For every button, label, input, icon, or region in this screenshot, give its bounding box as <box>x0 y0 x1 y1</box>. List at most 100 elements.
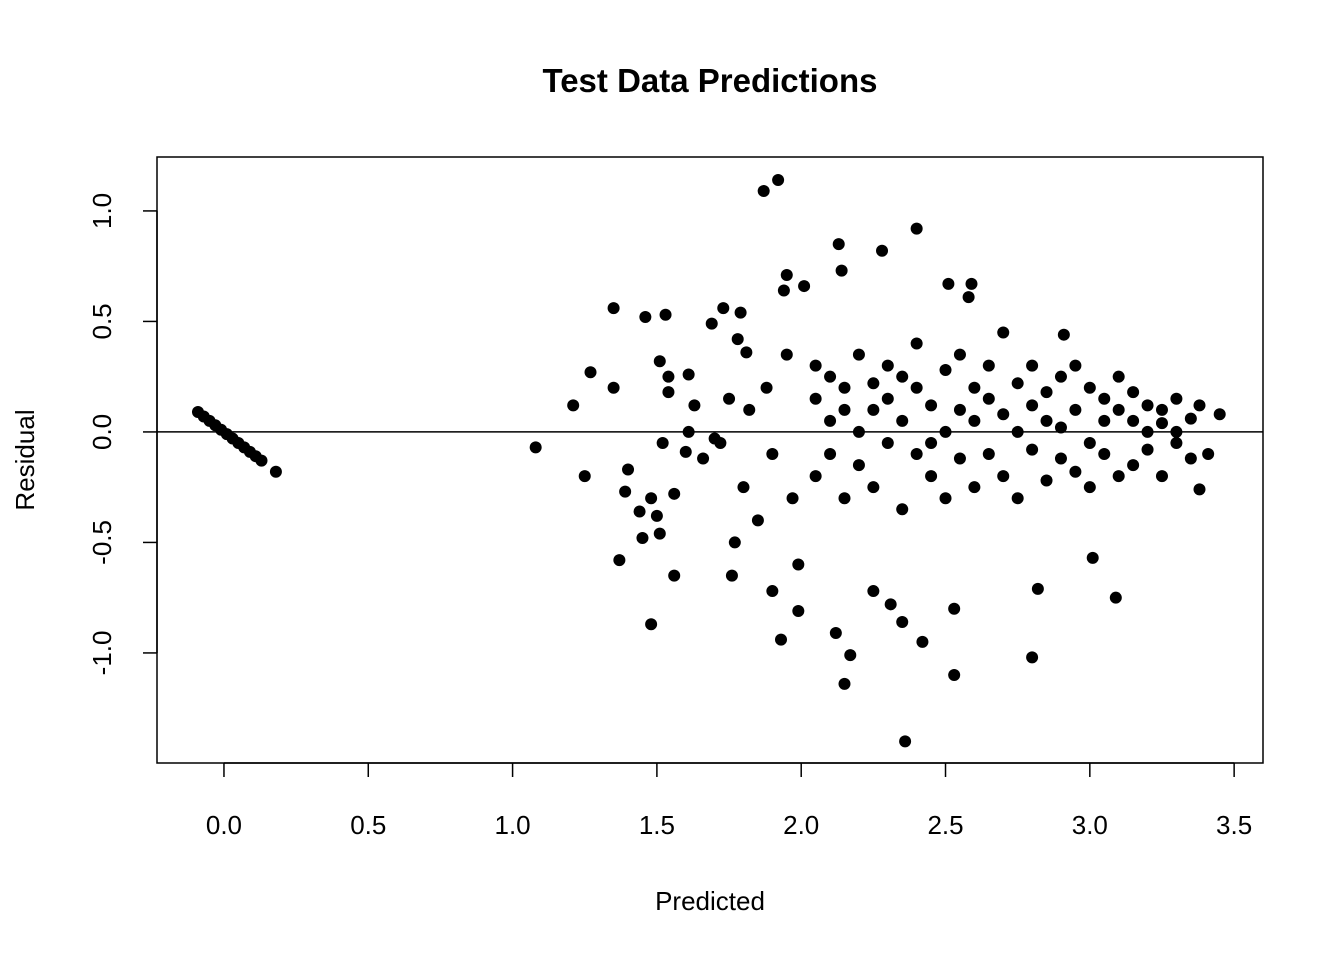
point <box>760 381 773 394</box>
point <box>705 317 718 330</box>
point <box>824 414 837 427</box>
point <box>832 238 845 251</box>
y-tick-label: -1.0 <box>87 631 117 676</box>
point <box>786 492 799 505</box>
point <box>968 381 981 394</box>
y-tick-label: 1.0 <box>87 193 117 229</box>
point <box>653 355 666 368</box>
point <box>1141 399 1154 412</box>
point <box>777 284 790 297</box>
point <box>1069 465 1082 478</box>
point <box>1184 412 1197 425</box>
point <box>997 470 1010 483</box>
point <box>1098 414 1111 427</box>
point <box>809 392 822 405</box>
point <box>997 326 1010 339</box>
point <box>1054 421 1067 434</box>
point <box>772 173 785 186</box>
point <box>896 370 909 383</box>
point <box>809 470 822 483</box>
point <box>1098 392 1111 405</box>
point <box>653 527 666 540</box>
point <box>968 481 981 494</box>
point <box>668 487 681 500</box>
point <box>645 492 658 505</box>
point <box>867 403 880 416</box>
point <box>844 649 857 662</box>
point <box>867 481 880 494</box>
point <box>829 627 842 640</box>
point <box>639 311 652 324</box>
point <box>925 399 938 412</box>
point <box>613 554 626 567</box>
point <box>953 403 966 416</box>
point <box>965 277 978 290</box>
point <box>953 348 966 361</box>
point <box>1054 452 1067 465</box>
point <box>824 448 837 461</box>
point <box>717 302 730 315</box>
point <box>1193 483 1206 496</box>
point <box>838 677 851 690</box>
x-tick-label: 2.5 <box>927 810 963 840</box>
point <box>1086 551 1099 564</box>
plot-frame <box>156 156 1264 764</box>
point <box>679 445 692 458</box>
point <box>852 459 865 472</box>
point <box>682 425 695 438</box>
point <box>668 569 681 582</box>
point <box>1109 591 1122 604</box>
point <box>910 222 923 235</box>
point <box>1011 425 1024 438</box>
point <box>607 302 620 315</box>
point <box>852 425 865 438</box>
point <box>743 403 756 416</box>
point <box>910 337 923 350</box>
point <box>1155 470 1168 483</box>
point <box>953 452 966 465</box>
point <box>1098 448 1111 461</box>
y-tick-label: 0.5 <box>87 303 117 339</box>
x-tick-label: 0.5 <box>350 810 386 840</box>
point <box>838 381 851 394</box>
x-tick-label: 1.5 <box>639 810 675 840</box>
point <box>939 492 952 505</box>
x-tick-label: 3.5 <box>1216 810 1252 840</box>
point <box>1141 425 1154 438</box>
point <box>792 604 805 617</box>
point <box>982 448 995 461</box>
y-tick-label: -0.5 <box>87 520 117 565</box>
point <box>766 448 779 461</box>
point <box>881 392 894 405</box>
point <box>751 514 764 527</box>
x-tick-label: 2.0 <box>783 810 819 840</box>
point <box>607 381 620 394</box>
point <box>876 244 889 257</box>
point <box>697 452 710 465</box>
point <box>1026 651 1039 664</box>
x-tick-label: 0.0 <box>206 810 242 840</box>
point <box>968 414 981 427</box>
y-axis-label: Residual <box>10 409 40 510</box>
point <box>881 436 894 449</box>
point <box>1127 414 1140 427</box>
point <box>1083 481 1096 494</box>
point <box>838 403 851 416</box>
point <box>867 377 880 390</box>
point <box>1112 403 1125 416</box>
y-tick-label: 0.0 <box>87 414 117 450</box>
point <box>1057 328 1070 341</box>
point <box>925 470 938 483</box>
point <box>948 669 961 682</box>
point <box>529 441 542 454</box>
point <box>1069 403 1082 416</box>
point <box>723 392 736 405</box>
point <box>867 585 880 598</box>
point <box>714 436 727 449</box>
point <box>1213 408 1226 421</box>
point <box>1193 399 1206 412</box>
x-tick-label: 3.0 <box>1072 810 1108 840</box>
point <box>1155 403 1168 416</box>
point <box>578 470 591 483</box>
